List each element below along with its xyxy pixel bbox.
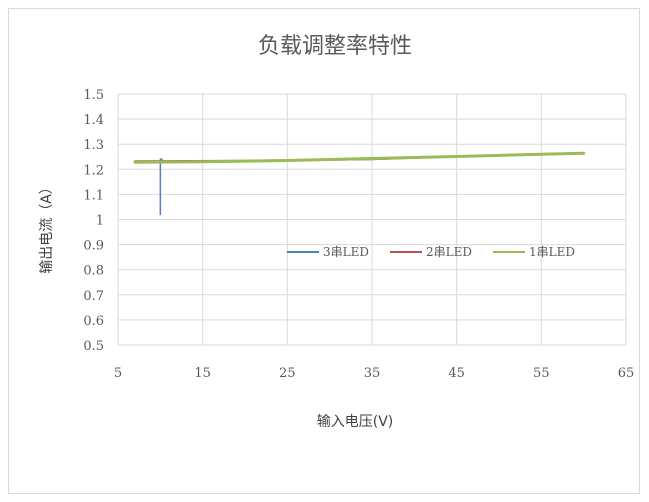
legend-item: 1串LED [493,245,575,259]
x-tick-label: 5 [114,366,122,381]
series-line-1 [159,158,163,216]
y-tick-label: 1.4 [83,113,104,128]
legend-label: 2串LED [426,245,472,259]
y-tick-labels: 0.5 0.6 0.7 0.8 0.9 1 1.1 1.2 1.3 1.4 1.5 [83,88,104,354]
legend-label: 3串LED [323,245,369,259]
x-tick-label: 25 [279,366,296,381]
y-tick-label: 1 [96,214,104,229]
x-tick-label: 35 [364,366,381,381]
y-tick-label: 0.6 [83,314,104,329]
grid-layer [117,93,627,346]
x-tick-label: 65 [618,366,635,381]
legend: 3串LED 2串LED 1串LED [287,245,575,259]
y-tick-label: 1.1 [83,188,104,203]
y-tick-label: 0.8 [83,264,104,279]
y-tick-label: 0.7 [83,289,104,304]
chart-frame: 负载调整率特性 0.5 0.6 0.7 0.8 0.9 1 1.1 1.2 1.3 1.4 1.5 … [8,8,640,494]
y-tick-label: 0.9 [83,239,104,254]
chart-title: 负载调整率特性 [258,34,412,59]
x-tick-label: 55 [533,366,550,381]
legend-item: 2串LED [390,245,472,259]
y-tick-label: 1.2 [83,163,104,178]
y-axis-title: 输出电流（A） [39,180,55,274]
x-tick-label: 45 [448,366,465,381]
x-tick-label: 15 [194,366,211,381]
legend-item: 3串LED [287,245,369,259]
y-tick-label: 1.5 [83,88,104,103]
x-tick-labels: 5 15 25 35 45 55 65 [114,366,634,381]
series-layer [133,151,586,216]
y-tick-label: 1.3 [83,138,104,153]
chart-svg: 负载调整率特性 0.50.60.70.80.911.11.21.31.41.5 … [39,34,634,430]
series-line-3 [133,151,586,164]
legend-label: 1串LED [529,245,575,259]
x-axis-title: 输入电压(V) [317,414,394,430]
y-tick-label: 0.5 [83,339,104,354]
